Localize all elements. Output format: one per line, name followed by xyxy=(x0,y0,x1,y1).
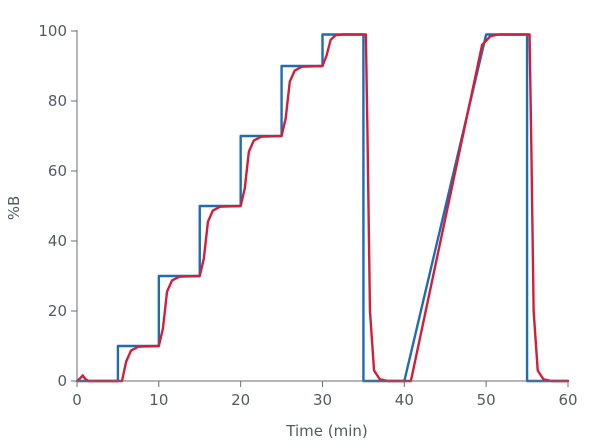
x-tick-label: 50 xyxy=(477,391,496,409)
x-tick-label: 60 xyxy=(558,391,577,409)
series-line-1 xyxy=(75,33,570,383)
x-tick-label: 10 xyxy=(149,391,168,409)
x-tick-label: 40 xyxy=(395,391,414,409)
x-axis-title: Time (min) xyxy=(285,422,367,440)
axes: 0 20 40 60 80 100 0 10 20 30 40 50 60 xyxy=(38,22,577,409)
y-tick-label: 80 xyxy=(48,92,67,110)
y-tick-label: 60 xyxy=(48,162,67,180)
y-tick-label: 20 xyxy=(48,302,67,320)
y-tick-label: 100 xyxy=(38,22,67,40)
series-line-2 xyxy=(75,33,570,383)
x-tick-label: 30 xyxy=(313,391,332,409)
x-tick-label: 20 xyxy=(231,391,250,409)
y-axis-title: %B xyxy=(5,196,23,221)
x-tick-label: 0 xyxy=(72,391,82,409)
plot-area xyxy=(75,33,570,383)
y-tick-label: 40 xyxy=(48,232,67,250)
y-tick-label: 0 xyxy=(57,372,67,390)
